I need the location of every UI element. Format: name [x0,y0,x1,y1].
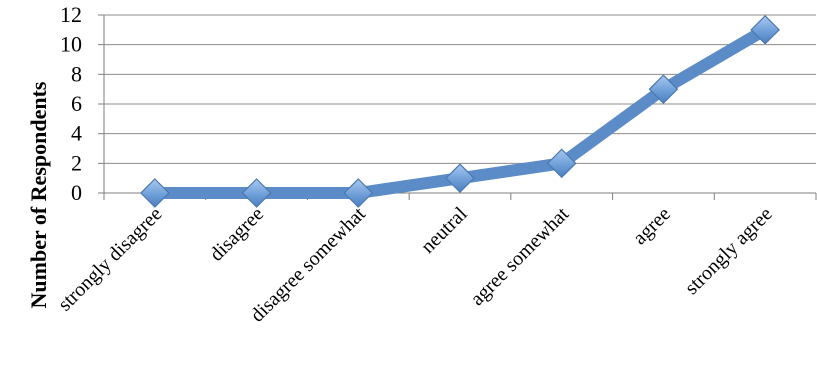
y-tick-labels: 0 2 4 6 8 10 12 [60,2,104,205]
y-tick-label: 8 [71,61,82,86]
y-tick-label: 0 [71,180,82,205]
y-tick-label: 10 [60,32,82,57]
y-axis-title: Number of Respondents [26,81,51,308]
x-tick-label: neutral [417,203,472,258]
data-point-marker [445,163,475,194]
y-tick-label: 4 [71,121,82,146]
y-tick-label: 12 [60,2,82,27]
data-point-marker [546,148,577,179]
data-point-marker [343,178,374,208]
x-tick-label: strongly agree [681,203,777,299]
y-tick-label: 6 [71,91,82,116]
data-point-marker [750,14,780,45]
data-point-marker [140,178,170,208]
y-tick-label: 2 [71,150,82,175]
x-tick-label: strongly disagree [54,203,167,316]
y-gridlines [104,14,816,164]
x-tick-label: agree somewhat [466,203,573,310]
series [140,14,780,208]
data-point-marker [241,178,272,208]
data-point-marker [648,74,679,105]
x-tick-label: agree [629,203,675,249]
x-tick-label: disagree [205,203,268,266]
